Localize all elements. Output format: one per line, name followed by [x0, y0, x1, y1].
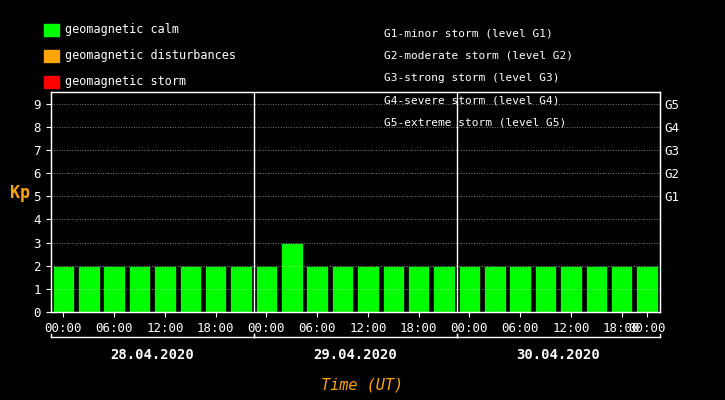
Bar — [332, 266, 353, 312]
Bar — [53, 266, 74, 312]
Bar — [535, 266, 556, 312]
Bar — [586, 266, 607, 312]
Text: G1-minor storm (level G1): G1-minor storm (level G1) — [384, 28, 553, 38]
Bar — [560, 266, 581, 312]
Text: Time (UT): Time (UT) — [321, 377, 404, 392]
Bar — [256, 266, 277, 312]
Bar — [611, 266, 632, 312]
Text: 28.04.2020: 28.04.2020 — [110, 348, 194, 362]
Bar — [231, 266, 252, 312]
Text: 29.04.2020: 29.04.2020 — [313, 348, 397, 362]
Bar — [383, 266, 404, 312]
Bar — [281, 242, 302, 312]
Text: G3-strong storm (level G3): G3-strong storm (level G3) — [384, 73, 560, 83]
Text: 30.04.2020: 30.04.2020 — [516, 348, 600, 362]
Bar — [459, 266, 480, 312]
Y-axis label: Kp: Kp — [9, 184, 30, 202]
Bar — [104, 266, 125, 312]
Bar — [408, 266, 429, 312]
Bar — [129, 266, 150, 312]
Text: geomagnetic storm: geomagnetic storm — [65, 76, 186, 88]
Bar — [180, 266, 201, 312]
Bar — [154, 266, 175, 312]
Text: geomagnetic disturbances: geomagnetic disturbances — [65, 50, 236, 62]
Text: geomagnetic calm: geomagnetic calm — [65, 24, 179, 36]
Bar — [307, 266, 328, 312]
Bar — [357, 266, 378, 312]
Bar — [510, 266, 531, 312]
Text: G2-moderate storm (level G2): G2-moderate storm (level G2) — [384, 50, 573, 60]
Text: G5-extreme storm (level G5): G5-extreme storm (level G5) — [384, 118, 566, 128]
Bar — [205, 266, 226, 312]
Bar — [484, 266, 505, 312]
Bar — [434, 266, 455, 312]
Text: G4-severe storm (level G4): G4-severe storm (level G4) — [384, 95, 560, 105]
Bar — [637, 266, 658, 312]
Bar — [78, 266, 99, 312]
